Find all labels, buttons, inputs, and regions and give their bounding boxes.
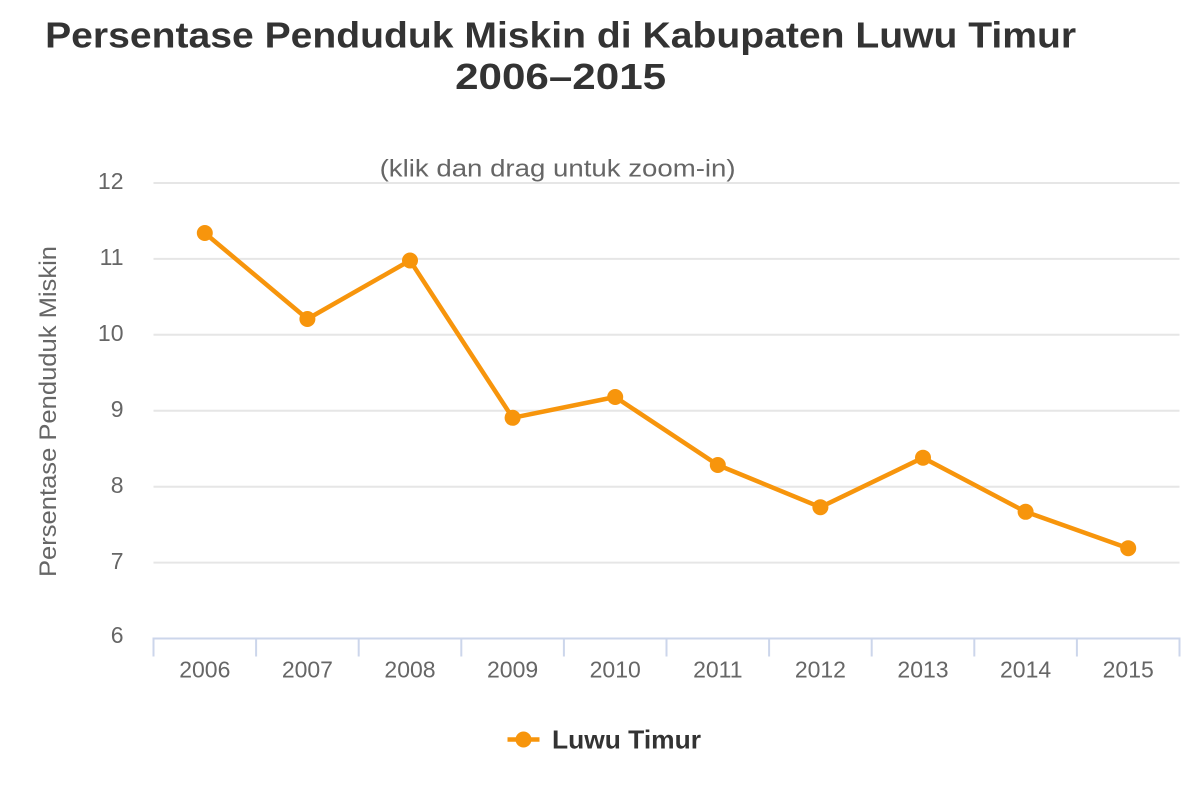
svg-text:7: 7 [111, 548, 124, 574]
svg-text:2008: 2008 [384, 657, 435, 683]
svg-text:2012: 2012 [795, 657, 846, 683]
svg-text:12: 12 [98, 168, 124, 194]
svg-text:10: 10 [98, 320, 124, 346]
svg-text:11: 11 [100, 244, 124, 270]
svg-text:2006: 2006 [179, 657, 230, 683]
svg-text:9: 9 [111, 396, 124, 422]
svg-text:(klik dan drag untuk zoom-in): (klik dan drag untuk zoom-in) [380, 156, 736, 183]
svg-text:2011: 2011 [693, 657, 742, 683]
svg-text:2010: 2010 [590, 657, 641, 683]
svg-text:6: 6 [111, 622, 124, 648]
svg-text:2013: 2013 [897, 657, 948, 683]
svg-text:Persentase Penduduk Miskin: Persentase Penduduk Miskin [35, 246, 62, 577]
svg-text:Luwu Timur: Luwu Timur [552, 725, 701, 755]
svg-text:2007: 2007 [282, 657, 333, 683]
svg-text:2014: 2014 [1000, 657, 1051, 683]
svg-text:8: 8 [111, 472, 124, 498]
svg-text:2009: 2009 [487, 657, 538, 683]
svg-text:2006–2015: 2006–2015 [455, 56, 666, 97]
svg-text:Persentase Penduduk Miskin di: Persentase Penduduk Miskin di Kabupaten … [45, 15, 1076, 56]
svg-text:2015: 2015 [1103, 657, 1154, 683]
